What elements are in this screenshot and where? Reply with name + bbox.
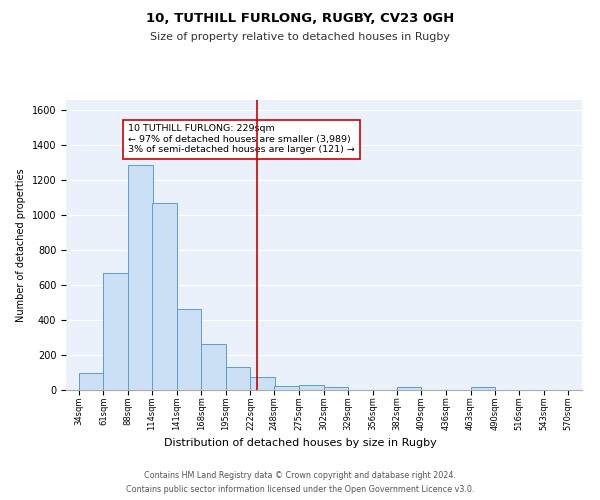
Bar bbox=[470, 388, 495, 390]
Text: Contains public sector information licensed under the Open Government Licence v3: Contains public sector information licen… bbox=[126, 484, 474, 494]
Bar bbox=[103, 273, 128, 390]
Bar bbox=[226, 368, 250, 390]
Bar bbox=[397, 388, 421, 390]
Text: Contains HM Land Registry data © Crown copyright and database right 2024.: Contains HM Land Registry data © Crown c… bbox=[144, 472, 456, 480]
Bar bbox=[176, 309, 201, 390]
Bar bbox=[299, 385, 323, 390]
Bar bbox=[274, 386, 299, 390]
Text: 10, TUTHILL FURLONG, RUGBY, CV23 0GH: 10, TUTHILL FURLONG, RUGBY, CV23 0GH bbox=[146, 12, 454, 26]
Bar bbox=[323, 388, 348, 390]
Y-axis label: Number of detached properties: Number of detached properties bbox=[16, 168, 26, 322]
Bar bbox=[128, 164, 153, 390]
Bar bbox=[79, 372, 103, 390]
Text: 10 TUTHILL FURLONG: 229sqm
← 97% of detached houses are smaller (3,989)
3% of se: 10 TUTHILL FURLONG: 229sqm ← 97% of deta… bbox=[128, 124, 355, 154]
Bar bbox=[201, 344, 226, 390]
Bar bbox=[250, 377, 275, 390]
Bar bbox=[152, 203, 176, 390]
Text: Size of property relative to detached houses in Rugby: Size of property relative to detached ho… bbox=[150, 32, 450, 42]
Text: Distribution of detached houses by size in Rugby: Distribution of detached houses by size … bbox=[164, 438, 436, 448]
